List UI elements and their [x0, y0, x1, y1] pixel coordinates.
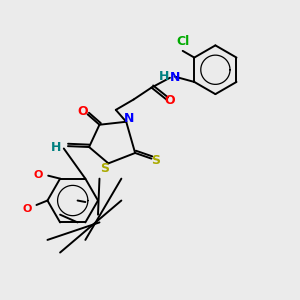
Text: S: S [152, 154, 160, 167]
Text: O: O [22, 204, 32, 214]
Text: O: O [34, 170, 43, 180]
Text: H: H [159, 70, 169, 83]
Text: N: N [170, 71, 180, 84]
Text: O: O [165, 94, 175, 107]
Text: S: S [100, 162, 109, 175]
Text: Cl: Cl [176, 35, 190, 49]
Text: O: O [77, 105, 88, 118]
Text: H: H [50, 140, 61, 154]
Text: N: N [123, 112, 134, 125]
